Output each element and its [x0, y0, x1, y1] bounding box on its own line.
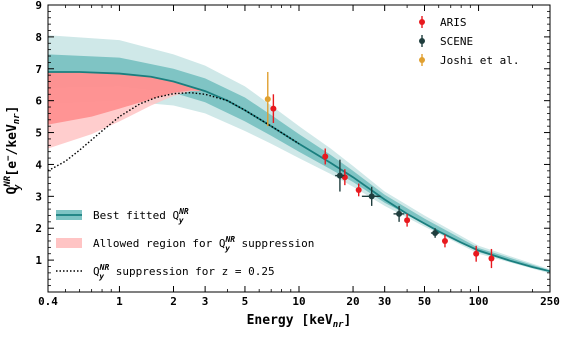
- aris-point-4: [404, 217, 411, 224]
- x-tick-label-1: 1: [116, 295, 123, 308]
- legend-region-swatch: [56, 238, 82, 248]
- legend-region-sup: NR: [224, 235, 235, 244]
- legend-fit-sub: y: [178, 216, 184, 225]
- ylabel-unit: [e: [5, 161, 20, 185]
- suppression-region-inner: [48, 71, 206, 125]
- y-axis-label: QNRy [e−/keVnr]: [3, 106, 23, 195]
- point-layer: [264, 71, 495, 269]
- aris-point-5: [441, 237, 448, 244]
- y-tick-label-1: 2: [35, 222, 42, 235]
- xlabel-close: ]: [344, 313, 352, 328]
- x-tick-label-0: 0.4: [38, 295, 58, 308]
- legend-joshi-et-al-label: Joshi et al.: [440, 54, 519, 67]
- legend-region-label: Allowed region for QNR y suppression: [93, 235, 314, 253]
- legend-joshi-et-al-marker: [419, 57, 425, 63]
- y-tick-label-7: 8: [35, 31, 42, 44]
- xlabel-main: Energy [keV: [247, 313, 333, 328]
- x-tick-label-7: 30: [378, 295, 391, 308]
- svg-text:QNRy [e−/keVnr]: QNRy [e−/keVnr]: [3, 106, 23, 195]
- ylabel-minus: −: [4, 155, 14, 161]
- band-layer: [48, 35, 550, 274]
- y-tick-label-2: 3: [35, 190, 42, 203]
- legend-scene-marker: [419, 38, 425, 44]
- x-tick-label-3: 3: [202, 295, 209, 308]
- x-tick-label-5: 10: [292, 295, 305, 308]
- legend-fit-label: Best fitted QNR y: [93, 207, 189, 225]
- aris-point-3: [355, 186, 362, 193]
- legend-region-sub: y: [224, 244, 230, 253]
- aris-point-0: [270, 105, 277, 112]
- legend-curve-tail: suppression for z = 0.25: [109, 265, 275, 278]
- suppression-curve: [48, 91, 300, 172]
- ylabel-close: ]: [5, 106, 20, 114]
- ylabel-unit2: /keV: [5, 124, 20, 155]
- x-tick-label-6: 20: [346, 295, 359, 308]
- aris-point-7: [488, 255, 495, 262]
- legend-scene-label: SCENE: [440, 35, 473, 48]
- y-tick-label-8: 9: [35, 0, 42, 12]
- x-tick-label-4: 5: [242, 295, 249, 308]
- x-tick-label-10: 250: [540, 295, 560, 308]
- legend-region-tail: suppression: [235, 237, 314, 250]
- legend-curve-sub: y: [98, 272, 104, 281]
- aris-point-6: [473, 250, 480, 257]
- scene-point-1: [368, 193, 375, 200]
- x-tick-label-8: 50: [418, 295, 431, 308]
- legend-fit-text: Best fitted Q: [93, 209, 179, 222]
- legend-curve-label: QNR y suppression for z = 0.25: [93, 263, 275, 281]
- y-tick-label-3: 4: [35, 158, 42, 171]
- xlabel-sub: nr: [333, 320, 344, 330]
- legend-aris-label: ARIS: [440, 16, 467, 29]
- joshi-et-al-point-0: [264, 96, 271, 103]
- ylabel-unit-sub: nr: [12, 113, 22, 124]
- aris-point-1: [322, 153, 329, 160]
- ylabel-sup: NR: [3, 175, 13, 187]
- x-tick-label-2: 2: [170, 295, 177, 308]
- legend-curve-text: Q: [93, 265, 100, 278]
- legend-top: ARIS SCENE Joshi et al.: [419, 16, 519, 67]
- legend-region-text: Allowed region for Q: [93, 237, 225, 250]
- legend-aris-marker: [419, 19, 425, 25]
- y-tick-label-6: 7: [35, 63, 42, 76]
- y-tick-label-0: 1: [35, 254, 42, 267]
- scene-point-3: [432, 230, 439, 237]
- legend-curve-sup: NR: [99, 263, 110, 272]
- tick-layer: 0.4 1 2 3 5 10 20 30 50 100 250 1 2 3 4 5 6 7 8 9: [35, 0, 560, 308]
- x-tick-label-9: 100: [469, 295, 489, 308]
- x-axis-label: Energy [keVnr]: [247, 313, 352, 330]
- scene-point-0: [336, 172, 343, 179]
- legend-fit-sup: NR: [178, 207, 189, 216]
- y-tick-label-5: 6: [35, 95, 42, 108]
- scene-point-2: [396, 210, 403, 217]
- ylabel-main: Q: [5, 186, 20, 194]
- ylabel-sub: y: [13, 184, 23, 191]
- y-tick-label-4: 5: [35, 127, 42, 140]
